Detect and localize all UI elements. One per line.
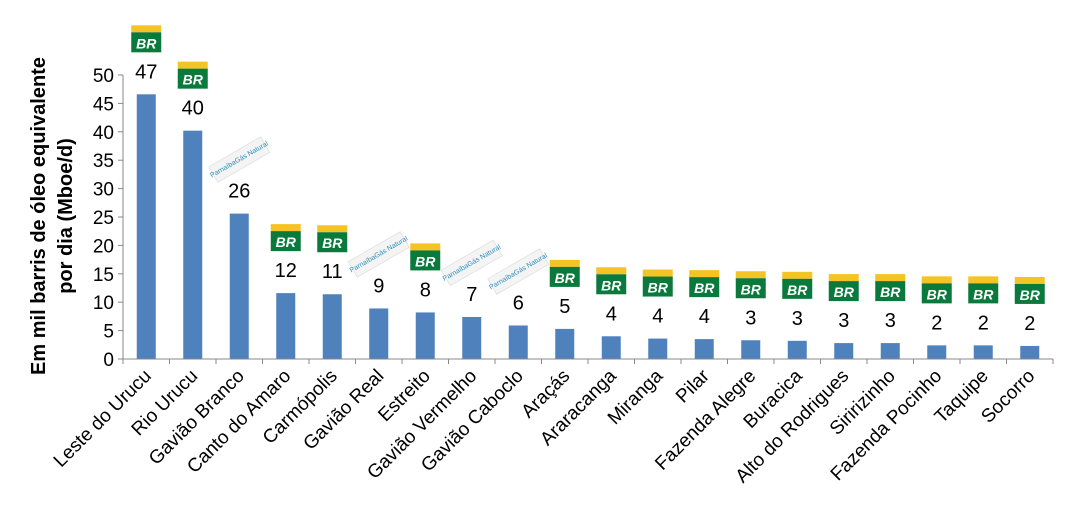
y-axis: 0 5 10 15 20 25 30 35 40 45 50 — [93, 66, 124, 371]
data-label: 40 — [182, 98, 204, 120]
y-tick-label: 30 — [93, 180, 114, 201]
bar — [229, 213, 249, 359]
y-tick-label: 10 — [93, 293, 114, 314]
y-tick-label: 40 — [93, 123, 114, 144]
petrobras-br-logo: BR — [1014, 276, 1045, 304]
petrobras-br-logo: BR — [270, 224, 301, 252]
data-label: 7 — [466, 284, 477, 306]
y-axis-title-line-1: Em mil barris de óleo equivalente — [28, 57, 50, 375]
x-tick-label: Pilar — [672, 365, 714, 407]
data-label: 47 — [135, 61, 157, 83]
bar — [787, 340, 807, 359]
petrobras-br-logo: BR — [735, 271, 766, 299]
bar — [648, 338, 668, 359]
data-label: 6 — [513, 292, 524, 314]
br-logo-text: BR — [648, 280, 669, 296]
y-tick-label: 15 — [93, 265, 114, 286]
br-logo-text: BR — [1020, 287, 1041, 303]
parnaiba-logo-text: ParnaíbaGás Natural — [349, 235, 410, 274]
data-label: 2 — [978, 312, 989, 334]
data-label: 3 — [838, 310, 849, 332]
petrobras-br-logo: BR — [875, 274, 906, 302]
br-logo-text: BR — [973, 286, 994, 302]
data-label: 9 — [373, 275, 384, 297]
br-logo-text: BR — [322, 235, 343, 251]
bar — [694, 339, 714, 359]
petrobras-br-logo: BR — [642, 269, 673, 297]
br-logo-text: BR — [136, 35, 157, 51]
data-label: 2 — [1024, 313, 1035, 335]
petrobras-br-logo: BR — [968, 276, 999, 304]
bars — [136, 94, 1040, 359]
parnaiba-logo-text: ParnaíbaGás Natural — [209, 140, 270, 179]
data-label: 2 — [931, 312, 942, 334]
data-label: 4 — [652, 306, 663, 328]
bar — [462, 316, 482, 359]
petrobras-br-logo: BR — [596, 267, 627, 295]
operator-logos: BR BR ParnaíbaGás Natural BR BR ParnaíbaGás N… — [131, 25, 1045, 304]
bar — [1020, 345, 1040, 359]
y-tick-label: 5 — [103, 322, 114, 343]
parnaiba-gas-logo: ParnaíbaGás Natural — [208, 136, 271, 183]
data-label: 4 — [699, 306, 710, 328]
x-axis — [122, 358, 1054, 364]
bar — [834, 343, 854, 359]
bar — [136, 94, 156, 359]
petrobras-br-logo: BR — [828, 274, 859, 302]
bar — [369, 308, 389, 359]
bar — [973, 345, 993, 359]
data-label: 3 — [792, 308, 803, 330]
data-label: 12 — [275, 260, 297, 282]
data-label: 3 — [885, 310, 896, 332]
y-tick-label: 45 — [93, 94, 114, 115]
br-logo-text: BR — [601, 277, 622, 293]
data-label: 8 — [420, 279, 431, 301]
bar — [322, 294, 342, 359]
br-logo-text: BR — [694, 280, 715, 296]
y-tick-label: 25 — [93, 208, 114, 229]
bar — [741, 340, 761, 359]
bar — [927, 345, 947, 359]
bar — [601, 336, 621, 359]
br-logo-text: BR — [880, 284, 901, 300]
br-logo-text: BR — [787, 282, 808, 298]
parnaiba-gas-logo: ParnaíbaGás Natural — [347, 231, 410, 278]
y-tick-label: 35 — [93, 151, 114, 172]
data-label: 26 — [228, 181, 250, 203]
br-logo-text: BR — [183, 72, 204, 88]
data-label: 3 — [745, 307, 756, 329]
br-logo-text: BR — [834, 284, 855, 300]
bar — [555, 328, 575, 359]
bar — [880, 343, 900, 359]
data-labels: 47 40 26 12 11 9 8 7 6 5 4 4 4 3 3 3 3 2 2 2 — [135, 61, 1035, 335]
petrobras-br-logo: BR — [177, 61, 208, 89]
bar — [415, 312, 435, 359]
petrobras-br-logo: BR — [549, 259, 580, 287]
y-tick-label: 50 — [93, 66, 114, 87]
br-logo-text: BR — [555, 270, 576, 286]
br-logo-text: BR — [276, 234, 297, 250]
petrobras-br-logo: BR — [921, 276, 952, 304]
bar — [508, 325, 528, 359]
bar — [276, 293, 296, 359]
petrobras-br-logo: BR — [782, 271, 813, 299]
y-axis-title: Em mil barris de óleo equivalente por di… — [28, 57, 77, 375]
y-tick-label: 0 — [103, 350, 114, 371]
petrobras-br-logo: BR — [410, 243, 441, 271]
petrobras-br-logo: BR — [131, 25, 162, 53]
y-tick-label: 20 — [93, 236, 114, 257]
data-label: 4 — [606, 303, 617, 325]
petrobras-br-logo: BR — [317, 225, 348, 253]
bar — [183, 130, 203, 359]
br-logo-text: BR — [741, 281, 762, 297]
br-logo-text: BR — [927, 286, 948, 302]
data-label: 11 — [322, 261, 343, 283]
y-axis-title-line-2: por dia (Mboe/d) — [55, 138, 77, 294]
data-label: 5 — [559, 296, 570, 318]
br-logo-text: BR — [415, 253, 436, 269]
petrobras-br-logo: BR — [689, 270, 720, 298]
